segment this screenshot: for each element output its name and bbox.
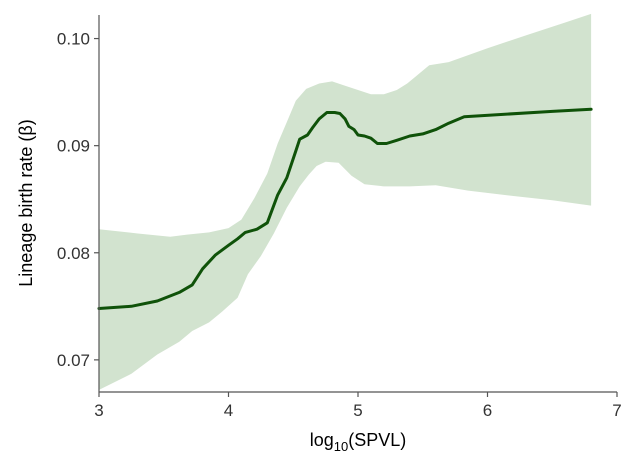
x-tick-label: 4 bbox=[224, 401, 233, 420]
y-tick-label: 0.10 bbox=[57, 30, 90, 49]
x-tick-label: 6 bbox=[483, 401, 492, 420]
x-axis-title-suffix: (SPVL) bbox=[348, 430, 406, 450]
y-tick-label: 0.08 bbox=[57, 244, 90, 263]
x-tick-label: 5 bbox=[353, 401, 362, 420]
mean-line bbox=[97, 107, 593, 310]
x-axis-ticks: 3 4 5 6 7 bbox=[94, 392, 622, 420]
plot-area bbox=[97, 13, 593, 390]
x-axis-title: log10(SPVL) bbox=[310, 430, 407, 454]
y-axis-title: Lineage birth rate (β) bbox=[16, 119, 36, 286]
y-axis-ticks: 0.07 0.08 0.09 0.10 bbox=[57, 30, 99, 370]
y-tick-label: 0.09 bbox=[57, 137, 90, 156]
confidence-band bbox=[99, 13, 592, 390]
x-axis-title-subscript: 10 bbox=[334, 439, 348, 454]
y-tick-label: 0.07 bbox=[57, 351, 90, 370]
x-tick-label: 3 bbox=[94, 401, 103, 420]
x-axis-title-prefix: log bbox=[310, 430, 334, 450]
x-tick-label: 7 bbox=[612, 401, 621, 420]
